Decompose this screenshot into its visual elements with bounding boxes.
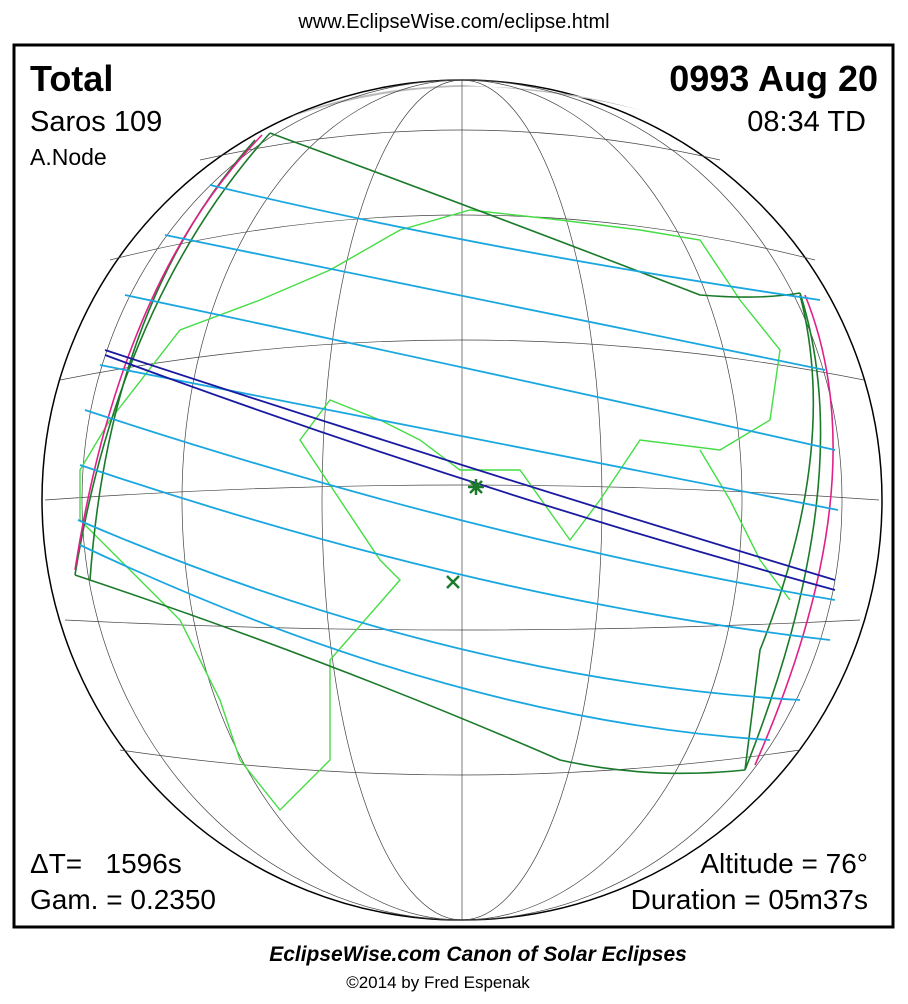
footer-title: EclipseWise.com Canon of Solar Eclipses <box>269 943 687 966</box>
saros: Saros 109 <box>30 106 162 138</box>
eclipse-path <box>74 132 839 775</box>
url: www.EclipseWise.com/eclipse.html <box>297 11 609 33</box>
copyright: ©2014 by Fred Espenak <box>346 973 530 992</box>
eclipse-date: 0993 Aug 20 <box>669 58 878 99</box>
delta-t: ΔT= 1596s <box>30 848 182 879</box>
gamma: Gam. = 0.2350 <box>30 884 216 915</box>
globe <box>41 79 883 921</box>
eclipse-type: Total <box>30 58 113 99</box>
duration: Duration = 05m37s <box>631 884 868 915</box>
altitude: Altitude = 76° <box>700 848 868 879</box>
time: 08:34 TD <box>747 106 866 138</box>
node: A.Node <box>30 144 107 170</box>
